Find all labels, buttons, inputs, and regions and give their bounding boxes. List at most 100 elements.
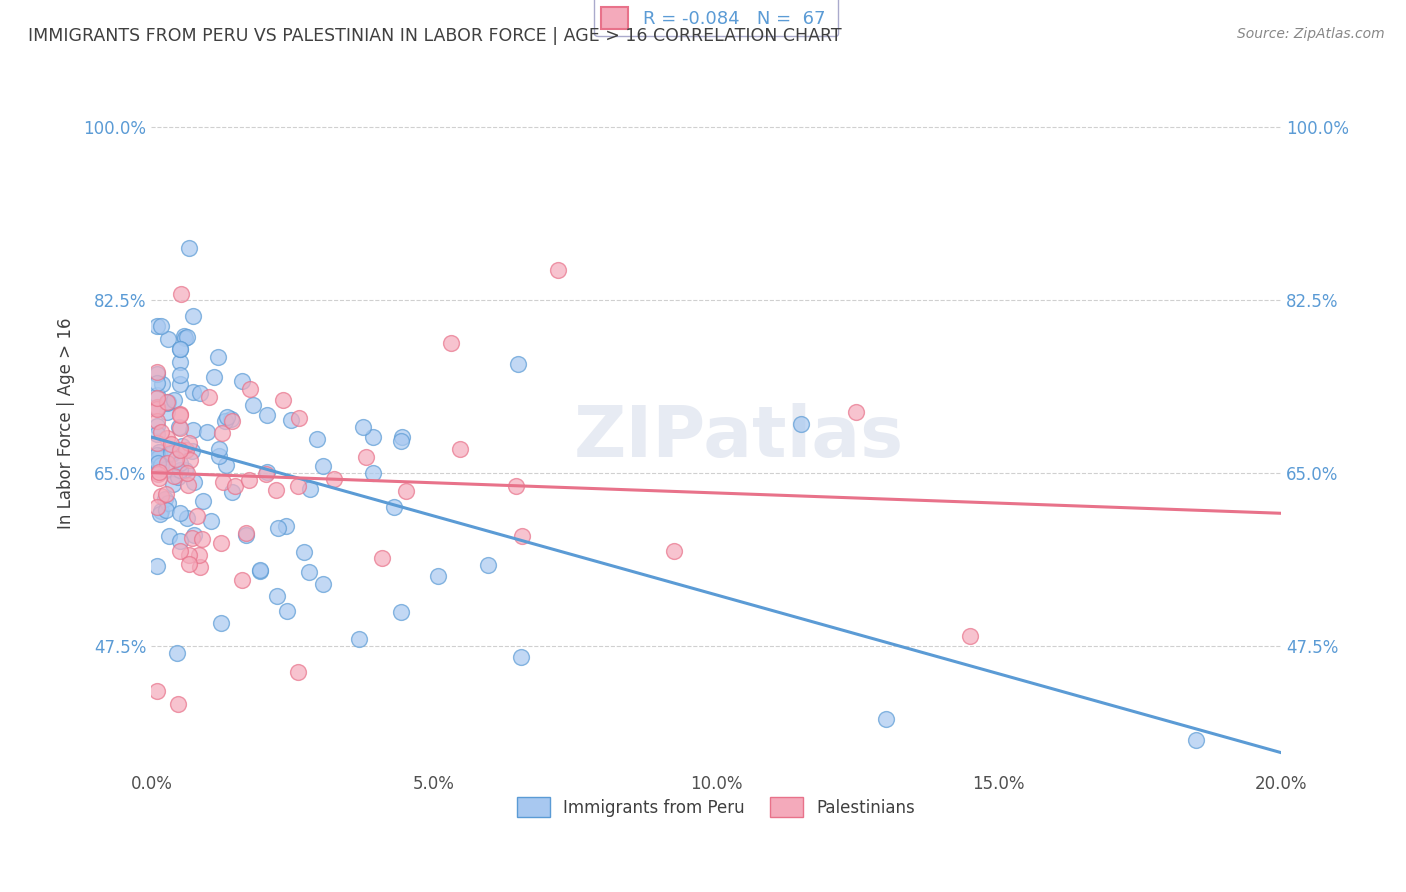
Point — [177, 548, 200, 562]
Point — [287, 410, 309, 425]
Point — [249, 564, 271, 578]
Point — [547, 263, 569, 277]
Point — [191, 532, 214, 546]
Point — [148, 467, 170, 482]
Point — [146, 376, 169, 391]
Point — [163, 469, 186, 483]
Point — [287, 479, 309, 493]
Point — [146, 319, 169, 334]
Point — [162, 476, 184, 491]
Point — [389, 434, 412, 449]
Point — [215, 409, 238, 424]
Point — [165, 451, 187, 466]
Point — [155, 462, 177, 476]
Point — [267, 520, 290, 534]
Point — [169, 407, 191, 421]
Point — [146, 402, 169, 417]
Point — [160, 436, 183, 450]
Point — [174, 443, 197, 458]
Point — [249, 563, 271, 577]
Point — [356, 450, 378, 464]
Point — [146, 419, 169, 434]
Point — [156, 394, 179, 409]
Point — [510, 649, 533, 664]
Legend: Immigrants from Peru, Palestinians: Immigrants from Peru, Palestinians — [510, 790, 922, 824]
Point — [146, 683, 169, 698]
Point — [148, 445, 170, 459]
Point — [224, 478, 246, 492]
Point — [169, 408, 191, 422]
Point — [167, 420, 190, 434]
Point — [146, 559, 169, 574]
Point — [186, 508, 208, 523]
Point — [176, 510, 198, 524]
Point — [156, 431, 179, 445]
Point — [181, 384, 204, 399]
Point — [271, 392, 294, 407]
Point — [875, 713, 897, 727]
Point — [156, 457, 179, 471]
Text: Source: ZipAtlas.com: Source: ZipAtlas.com — [1237, 27, 1385, 41]
Point — [169, 368, 191, 383]
Point — [172, 439, 194, 453]
Point — [394, 483, 416, 498]
Point — [149, 458, 172, 472]
Point — [197, 390, 219, 404]
Point — [382, 500, 405, 514]
Point — [156, 395, 179, 409]
Point — [169, 463, 191, 477]
Point — [276, 604, 298, 618]
Point — [146, 388, 169, 402]
Point — [235, 526, 257, 541]
Point — [149, 319, 172, 334]
Point — [305, 432, 328, 446]
Point — [146, 426, 169, 441]
Point — [176, 478, 198, 492]
Point — [160, 446, 183, 460]
Point — [242, 398, 264, 412]
Point — [181, 444, 204, 458]
Point — [298, 565, 321, 579]
Point — [287, 665, 309, 679]
Point — [167, 697, 190, 711]
Point — [173, 328, 195, 343]
Point — [207, 350, 229, 364]
Point — [505, 479, 527, 493]
Point — [157, 496, 180, 510]
Point — [169, 533, 191, 548]
Point — [1185, 733, 1208, 747]
Point — [146, 392, 169, 406]
Point — [440, 336, 463, 351]
Point — [177, 558, 200, 572]
Point — [256, 465, 278, 479]
Point — [183, 528, 205, 542]
Point — [221, 485, 243, 500]
Point — [322, 472, 344, 486]
Point — [148, 465, 170, 479]
Point — [181, 309, 204, 323]
Point — [169, 342, 191, 356]
Point — [188, 560, 211, 574]
Point — [146, 436, 169, 450]
Point — [148, 471, 170, 485]
Point — [169, 442, 191, 457]
Point — [177, 241, 200, 255]
Point — [266, 589, 288, 603]
Point — [155, 486, 177, 500]
Point — [254, 467, 277, 481]
Point — [149, 489, 172, 503]
Point — [169, 342, 191, 356]
Point — [195, 425, 218, 439]
Point — [173, 330, 195, 344]
Point — [146, 448, 169, 462]
Point — [150, 458, 173, 472]
Point — [150, 376, 173, 391]
Point — [156, 332, 179, 346]
Point — [146, 400, 169, 414]
Point — [150, 504, 173, 518]
Point — [212, 475, 235, 489]
Point — [510, 529, 533, 543]
Point — [157, 529, 180, 543]
Point — [219, 411, 242, 425]
Point — [280, 413, 302, 427]
